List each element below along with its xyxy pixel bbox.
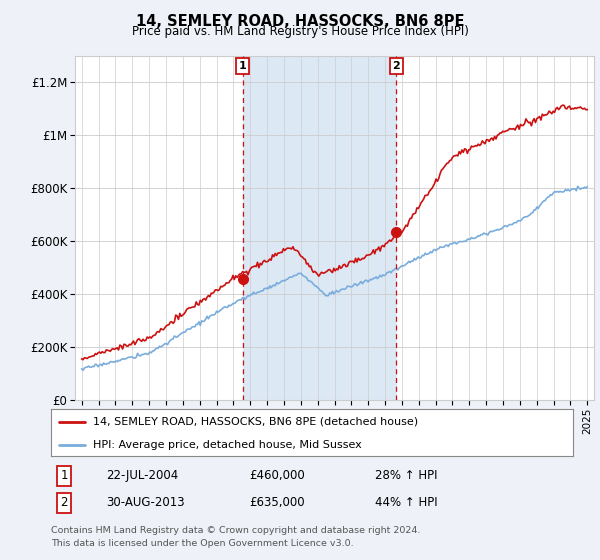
Text: Contains HM Land Registry data © Crown copyright and database right 2024.: Contains HM Land Registry data © Crown c…	[51, 525, 421, 535]
Text: HPI: Average price, detached house, Mid Sussex: HPI: Average price, detached house, Mid …	[93, 440, 362, 450]
Text: This data is licensed under the Open Government Licence v3.0.: This data is licensed under the Open Gov…	[51, 539, 353, 548]
Text: 1: 1	[239, 61, 247, 71]
Text: 1: 1	[61, 469, 68, 482]
Text: 14, SEMLEY ROAD, HASSOCKS, BN6 8PE (detached house): 14, SEMLEY ROAD, HASSOCKS, BN6 8PE (deta…	[93, 417, 418, 427]
Bar	[242, 56, 396, 400]
Text: £460,000: £460,000	[250, 469, 305, 482]
Text: 28% ↑ HPI: 28% ↑ HPI	[374, 469, 437, 482]
Text: 44% ↑ HPI: 44% ↑ HPI	[374, 496, 437, 510]
Text: £635,000: £635,000	[250, 496, 305, 510]
Text: 14, SEMLEY ROAD, HASSOCKS, BN6 8PE: 14, SEMLEY ROAD, HASSOCKS, BN6 8PE	[136, 14, 464, 29]
Text: 22-JUL-2004: 22-JUL-2004	[106, 469, 178, 482]
Text: 30-AUG-2013: 30-AUG-2013	[106, 496, 184, 510]
Text: 2: 2	[392, 61, 400, 71]
Text: 2: 2	[61, 496, 68, 510]
Text: Price paid vs. HM Land Registry's House Price Index (HPI): Price paid vs. HM Land Registry's House …	[131, 25, 469, 38]
